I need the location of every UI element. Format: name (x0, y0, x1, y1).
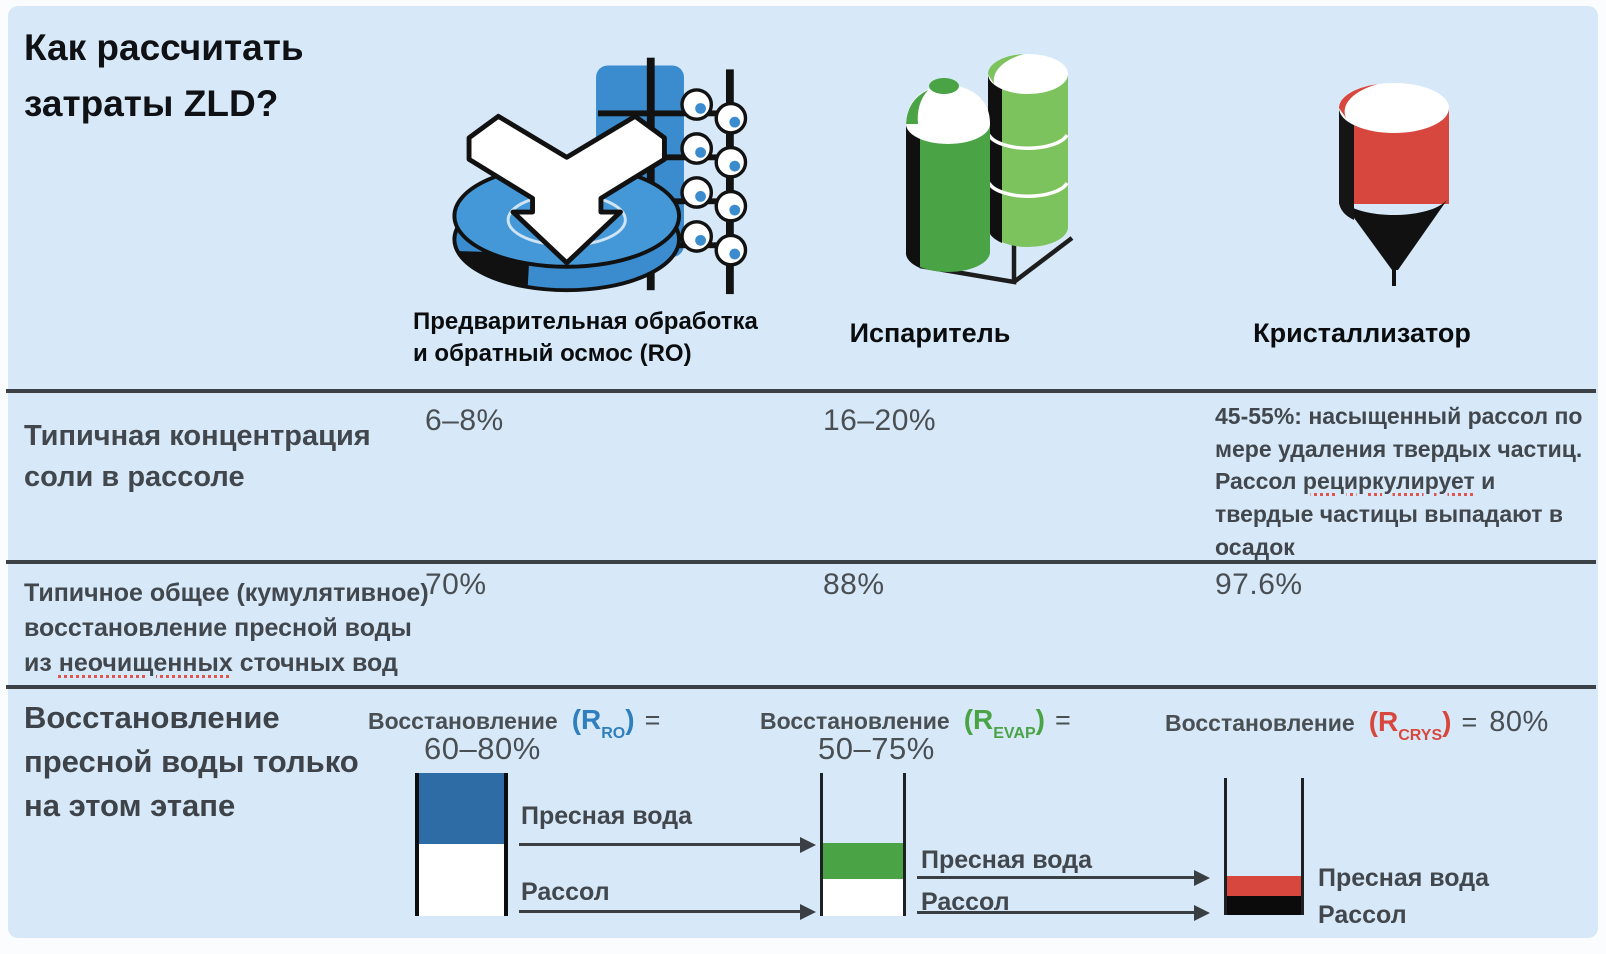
formula-ro-close: ) (625, 704, 635, 735)
flow-label-fresh-crystallizer: Пресная вода (1318, 864, 1490, 892)
cumulative-value-evaporator: 88% (823, 568, 885, 601)
salt-value-evaporator: 16–20% (823, 404, 937, 437)
formula-ro-equals: = (644, 705, 661, 735)
divider-line (6, 685, 1596, 689)
cumulative-value-ro: 70% (425, 568, 487, 601)
formula-crys-equals: = (1461, 707, 1478, 737)
column-header-ro: Предварительная обработка и обратный осм… (413, 308, 758, 368)
flow-label-brine-crystallizer: Рассол (1318, 901, 1407, 929)
formula-crys-close: ) (1442, 706, 1452, 737)
background-panel (8, 6, 1598, 938)
ro-pretreatment-icon (448, 44, 748, 298)
crystallizer-icon (1314, 72, 1474, 288)
cumulative-label-spellcheck-word: неочищенных (58, 649, 233, 677)
flow-label-fresh-evaporator: Пресная вода (921, 846, 1093, 874)
flow-label-fresh-ro: Пресная вода (521, 802, 693, 830)
row-label-stage-recovery: Восстановление пресной воды только на эт… (24, 700, 359, 824)
formula-crys-subscript: CRYS (1398, 726, 1443, 744)
beaker-crystallizer-fresh-fill (1227, 876, 1301, 896)
range-evap: 50–75% (818, 731, 935, 766)
formula-evap-equals: = (1054, 705, 1071, 735)
salt-value-crystallizer: 45-55%: насыщенный рассол по мере удален… (1215, 400, 1597, 563)
formula-evap: Восстановление (REVAP) = (760, 704, 1071, 742)
divider-line (6, 560, 1596, 564)
beaker-ro-brine-fill (419, 844, 504, 916)
beaker-ro (415, 773, 508, 916)
salt-crystallizer-spellcheck-word: рециркулирует (1302, 468, 1475, 495)
flow-arrow-brine-ro (519, 903, 816, 920)
beaker-evaporator-fresh-fill (823, 843, 903, 879)
range-ro: 60–80% (424, 731, 541, 766)
flow-label-brine-ro: Рассол (521, 878, 610, 906)
salt-crystallizer-text-1: 45-55%: насыщенный рассол по мере удален… (1215, 403, 1583, 495)
beaker-evaporator (820, 773, 906, 916)
formula-evap-open: (R (963, 704, 994, 735)
divider-line (6, 389, 1596, 393)
flow-arrow-fresh-ro (519, 836, 816, 853)
formula-ro-subscript: RO (601, 724, 626, 742)
beaker-evaporator-empty (823, 773, 903, 843)
cumulative-label-text-2: сточных вод (232, 649, 398, 677)
formula-evap-prefix: Восстановление (760, 708, 950, 734)
beaker-evaporator-brine-fill (823, 879, 903, 916)
cumulative-label-text-1: Типичное общее (кумулятивное) восстановл… (24, 579, 429, 677)
formula-ro-prefix: Восстановление (368, 708, 558, 734)
beaker-crystallizer-brine-fill (1227, 896, 1301, 915)
formula-ro-symbol: (RRO) (571, 704, 635, 742)
formula-crys: Восстановление (RCRYS) = 80% (1165, 706, 1549, 744)
cumulative-value-crystallizer: 97.6% (1215, 568, 1303, 601)
row-label-cumulative-recovery: Типичное общее (кумулятивное) восстановл… (24, 576, 429, 681)
beaker-ro-fresh-fill (419, 773, 504, 844)
beaker-crystallizer (1224, 778, 1304, 915)
formula-evap-symbol: (REVAP) (963, 704, 1045, 742)
formula-ro: Восстановление (RRO) = (368, 704, 661, 742)
formula-ro-open: (R (571, 704, 602, 735)
formula-evap-subscript: EVAP (993, 724, 1036, 742)
page-title: Как рассчитать затраты ZLD? (24, 27, 304, 124)
row-label-salt-concentration: Типичная концентрация соли в рассоле (24, 420, 371, 493)
column-header-evaporator: Испаритель (849, 318, 1011, 348)
beaker-crystallizer-empty (1227, 778, 1301, 876)
formula-crys-prefix: Восстановление (1165, 710, 1355, 736)
formula-crys-value: 80% (1489, 706, 1549, 738)
formula-crys-open: (R (1368, 706, 1399, 737)
column-header-crystallizer: Кристаллизатор (1253, 318, 1471, 348)
salt-crystallizer-text-2: и твердые частицы выпадают в осадок (1215, 468, 1564, 560)
flow-arrow-fresh-evaporator (917, 869, 1210, 886)
formula-crys-symbol: (RCRYS) (1368, 706, 1452, 744)
salt-value-ro: 6–8% (425, 404, 504, 437)
formula-evap-close: ) (1035, 704, 1045, 735)
flow-arrow-brine-evaporator (917, 904, 1210, 921)
evaporator-icon (888, 42, 1098, 288)
